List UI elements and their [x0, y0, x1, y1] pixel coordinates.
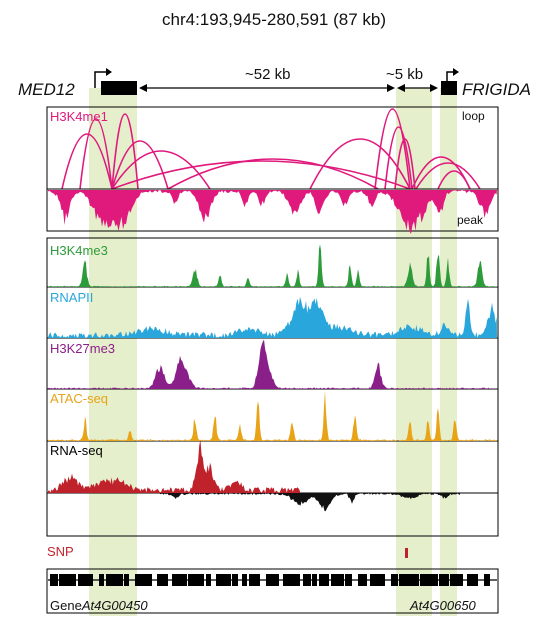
exon-block: [370, 574, 385, 586]
loop-arc: [111, 113, 139, 190]
loop-arc: [111, 160, 411, 190]
loop-label: loop: [462, 109, 485, 123]
loop-arc: [415, 162, 481, 190]
page-title: chr4:193,945-280,591 (87 kb): [162, 10, 386, 29]
loop-arc: [394, 138, 416, 190]
gene-name-at4g00650-wrap: At4G00650: [410, 598, 476, 613]
panel-tracks: [46, 237, 499, 537]
highlight-region: [396, 88, 432, 616]
exon-block: [106, 574, 123, 586]
gene-name-at4g00650: At4G00650: [410, 598, 476, 613]
gene-label-frigida: FRIGIDA: [462, 80, 531, 99]
track-signal-h3k27me3: [48, 339, 497, 389]
h3k4me1-peaks: [48, 190, 497, 234]
exon-block: [242, 574, 247, 586]
gene-name-at4g00450: At4G00450: [81, 598, 148, 613]
snp-marker: [405, 548, 408, 558]
track-label-h3k27me3: H3K27me3: [50, 341, 116, 356]
snp-label: SNP: [47, 544, 74, 559]
loop-arcs: [61, 108, 481, 190]
exon-block: [135, 574, 152, 586]
short-distance-arrow-left: [397, 84, 405, 92]
track-label-rnapii: RNAPII: [50, 290, 94, 305]
gene-label-med12: MED12: [18, 80, 75, 99]
exon-block: [99, 574, 104, 586]
exon-block: [172, 574, 187, 586]
loop-arc: [384, 126, 413, 190]
exon-block: [124, 574, 129, 586]
exon-block: [345, 574, 352, 586]
track-label-h3k4me1: H3K4me1: [50, 109, 108, 124]
exon-block: [232, 574, 238, 586]
exon-block: [331, 574, 344, 586]
long-distance-arrow-left: [139, 84, 147, 92]
gene-track-label: GeneAt4G00450: [50, 598, 148, 613]
exon-block: [319, 574, 329, 586]
short-distance-arrow-right: [430, 84, 438, 92]
med12-gene-box: [101, 81, 137, 95]
highlight-regions: [89, 88, 457, 616]
long-distance-arrow-right: [387, 84, 395, 92]
exon-block: [59, 574, 76, 586]
exon-block: [420, 574, 438, 586]
distance-label-short: ~5 kb: [386, 66, 424, 83]
gene-track-frame: [46, 568, 499, 614]
track-signal-rnapii: [48, 296, 497, 338]
gene-structure: [94, 68, 459, 95]
panel-h3k4me1-frame: [46, 106, 499, 232]
exon-block: [283, 574, 300, 586]
track-signal-rnaseq-reverse: [160, 493, 460, 512]
loop-arc: [437, 170, 471, 190]
med12-tss-arrow: [94, 71, 106, 88]
exon-block: [450, 574, 463, 586]
exon-block: [467, 574, 478, 586]
frigida-gene-box: [441, 81, 457, 95]
exon-block: [484, 574, 490, 586]
panel-tracks-frame: [46, 237, 499, 537]
exon-block: [216, 574, 231, 586]
exon-block: [358, 574, 367, 586]
exon-block: [50, 574, 58, 586]
highlight-region: [440, 88, 457, 616]
track-signal-rnaseq-forward: [48, 439, 300, 493]
exon-block: [206, 574, 211, 586]
track-label-h3k4me3: H3K4me3: [50, 243, 108, 258]
gene-track-title: Gene: [50, 598, 82, 613]
loop-arc: [167, 158, 379, 190]
exon-block: [157, 574, 168, 586]
panel-h3k4me1: [46, 106, 499, 234]
exon-block: [399, 574, 419, 586]
exon-blocks: [48, 574, 497, 586]
med12-tss-arrowhead: [106, 68, 112, 76]
loop-arc: [374, 108, 411, 190]
exon-block: [249, 574, 260, 586]
frigida-tss-arrowhead: [453, 68, 459, 76]
loop-arc: [61, 133, 113, 190]
exon-block: [391, 574, 398, 586]
peak-label: peak: [457, 213, 484, 227]
exon-block: [312, 574, 317, 586]
track-label-atacseq: ATAC-seq: [50, 391, 109, 406]
exon-block: [78, 574, 93, 586]
panel-gene-track: [46, 568, 499, 614]
track-label-rnaseq: RNA-seq: [50, 443, 103, 458]
exon-block: [266, 574, 279, 586]
distance-label-long: ~52 kb: [245, 66, 291, 83]
frigida-tss-arrow: [446, 71, 453, 88]
loop-arc: [79, 118, 113, 190]
exon-block: [188, 574, 204, 586]
exon-block: [439, 574, 449, 586]
loop-arc: [111, 140, 169, 190]
exon-block: [303, 574, 311, 586]
track-signals: [47, 244, 498, 512]
